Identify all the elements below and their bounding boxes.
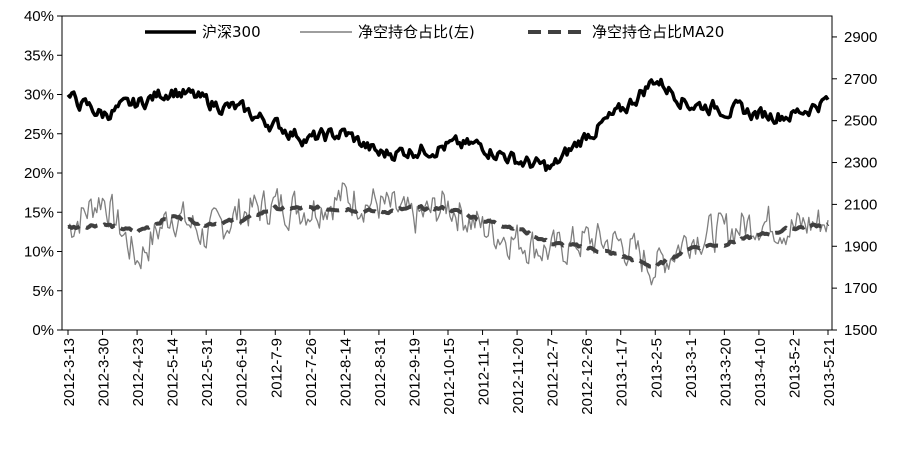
left-tick-label: 15% xyxy=(24,204,54,221)
x-tick-label: 2012-11-1 xyxy=(476,338,493,405)
right-tick-label: 1900 xyxy=(844,238,877,255)
right-tick-label: 2300 xyxy=(844,155,877,172)
left-tick-label: 40% xyxy=(24,8,54,25)
legend-label-ratio: 净空持仓占比(左) xyxy=(358,23,475,41)
x-tick-label: 2013-1-17 xyxy=(614,338,631,406)
right-tick-label: 2500 xyxy=(844,113,877,130)
x-tick-label: 2012-11-20 xyxy=(510,338,527,414)
x-tick-label: 2012-6-19 xyxy=(234,338,251,406)
x-tick-label: 2012-9-19 xyxy=(406,338,423,406)
x-tick-label: 2012-3-30 xyxy=(96,338,113,406)
right-tick-label: 1700 xyxy=(844,280,877,297)
left-tick-label: 30% xyxy=(24,87,54,104)
left-tick-label: 25% xyxy=(24,126,54,143)
x-tick-label: 2013-5-21 xyxy=(821,338,838,406)
legend-label-hs300: 沪深300 xyxy=(202,23,261,41)
x-tick-label: 2012-5-31 xyxy=(199,338,216,406)
x-tick-label: 2012-7-26 xyxy=(303,338,320,406)
x-tick-label: 2013-2-5 xyxy=(648,338,665,398)
left-tick-label: 0% xyxy=(32,322,54,339)
right-tick-label: 2700 xyxy=(844,71,877,88)
x-tick-label: 2012-7-9 xyxy=(268,338,285,398)
right-tick-label: 2900 xyxy=(844,29,877,46)
left-tick-label: 5% xyxy=(32,283,54,300)
x-tick-label: 2012-12-7 xyxy=(545,338,562,406)
series-line-0 xyxy=(66,77,830,172)
x-tick-label: 2013-5-2 xyxy=(786,338,803,398)
chart-legend: 沪深300 净空持仓占比(左) 净空持仓占比MA20 xyxy=(145,23,724,41)
x-tick-label: 2013-4-10 xyxy=(752,338,769,406)
left-axis-ticks: 0% 5% 10% 15% 20% 25% 30% 35% 40% xyxy=(24,8,62,339)
x-tick-label: 2013-3-20 xyxy=(717,338,734,406)
plot-frame xyxy=(61,15,833,331)
x-tick-label: 2012-3-13 xyxy=(61,338,78,406)
right-axis-ticks: 1500 1700 1900 2100 2300 2500 2700 2900 xyxy=(832,29,877,339)
right-tick-label: 2100 xyxy=(844,196,877,213)
x-tick-label: 2012-8-14 xyxy=(337,338,354,406)
x-tick-label: 2012-5-14 xyxy=(165,338,182,406)
x-tick-label: 2012-12-26 xyxy=(579,338,596,415)
series-line-1 xyxy=(67,182,829,286)
x-tick-label: 2012-8-31 xyxy=(372,338,389,406)
x-tick-label: 2013-3-1 xyxy=(683,338,700,398)
right-tick-label: 1500 xyxy=(844,322,877,339)
x-tick-label: 2012-10-15 xyxy=(441,338,458,415)
chart-series xyxy=(66,77,830,286)
x-tick-label: 2012-4-23 xyxy=(130,338,147,406)
series-line-2 xyxy=(67,204,830,270)
left-tick-label: 10% xyxy=(24,244,54,261)
x-axis-ticks: 2012-3-13 2012-3-30 2012-4-23 2012-5-14 2012… xyxy=(61,330,838,415)
left-tick-label: 20% xyxy=(24,165,54,182)
legend-label-ma20: 净空持仓占比MA20 xyxy=(592,23,724,41)
left-tick-label: 35% xyxy=(24,47,54,64)
chart-axes xyxy=(61,15,833,331)
